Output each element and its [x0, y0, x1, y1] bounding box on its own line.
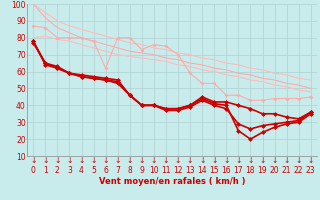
X-axis label: Vent moyen/en rafales ( km/h ): Vent moyen/en rafales ( km/h ): [99, 177, 245, 186]
